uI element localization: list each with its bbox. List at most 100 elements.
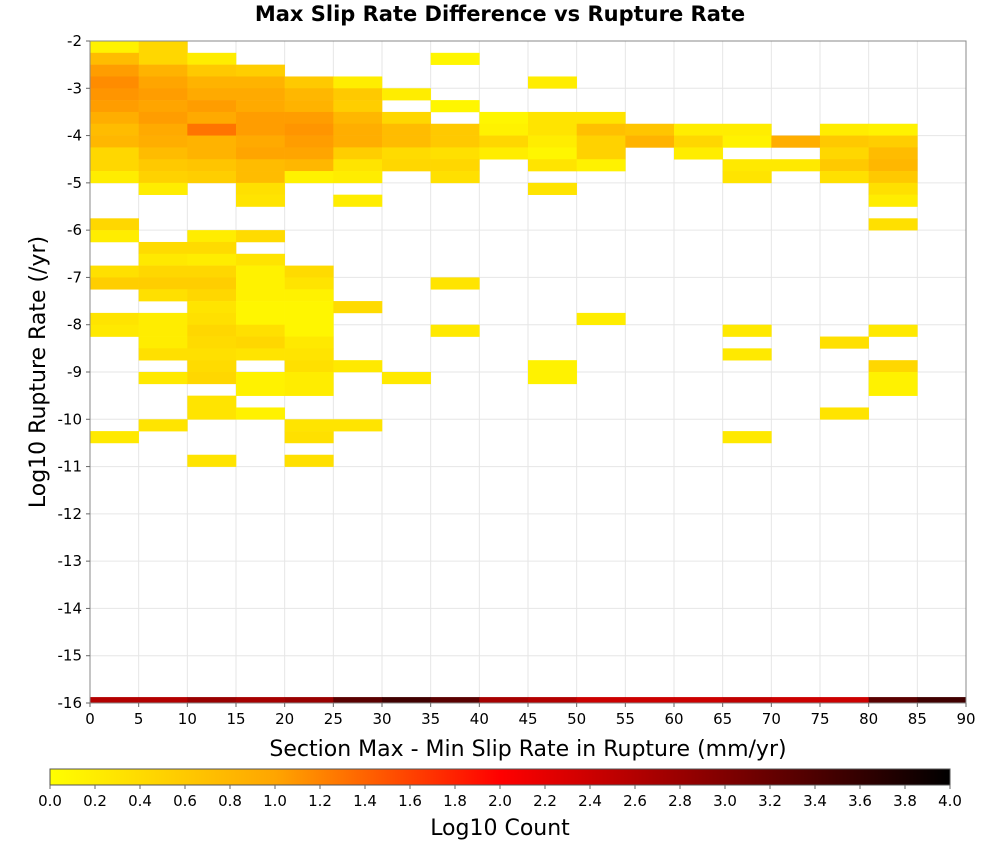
baseline-cell bbox=[528, 697, 577, 703]
y-tick-label: -8 bbox=[67, 316, 82, 334]
heatmap-cell bbox=[90, 230, 139, 243]
heatmap-cell bbox=[333, 301, 383, 314]
heatmap-cell bbox=[868, 372, 918, 385]
heatmap-cell bbox=[576, 159, 626, 172]
y-tick-label: -2 bbox=[67, 32, 82, 50]
y-tick-label: -5 bbox=[67, 174, 82, 192]
colorbar-tick-label: 1.4 bbox=[353, 792, 377, 810]
heatmap-cell bbox=[576, 135, 626, 148]
y-tick-label: -13 bbox=[58, 552, 83, 570]
heatmap-cell bbox=[284, 431, 334, 444]
colorbar-tick-label: 1.0 bbox=[263, 792, 287, 810]
heatmap-cell bbox=[479, 123, 529, 136]
x-tick-label: 70 bbox=[762, 710, 781, 728]
heatmap-cell bbox=[284, 123, 334, 136]
heatmap-cell bbox=[284, 265, 334, 278]
heatmap-cell bbox=[236, 265, 285, 278]
heatmap-cell bbox=[236, 159, 285, 172]
heatmap-cell bbox=[138, 419, 188, 432]
heatmap-cell bbox=[284, 324, 334, 337]
heatmap-cell bbox=[187, 64, 237, 77]
heatmap-cell bbox=[820, 159, 869, 172]
x-tick-label: 80 bbox=[859, 710, 878, 728]
heatmap-cell bbox=[868, 159, 918, 172]
heatmap-cell bbox=[722, 159, 772, 172]
heatmap-cell bbox=[284, 76, 334, 89]
heatmap-cell bbox=[333, 135, 383, 148]
colorbar-tick-label: 0.6 bbox=[173, 792, 197, 810]
heatmap-cell bbox=[284, 111, 334, 125]
colorbar-tick-label: 1.8 bbox=[443, 792, 467, 810]
heatmap-cell bbox=[333, 100, 383, 113]
heatmap-cell bbox=[333, 123, 383, 136]
heatmap-cell bbox=[138, 52, 188, 65]
baseline-cell bbox=[868, 697, 918, 703]
x-tick-label: 5 bbox=[134, 710, 144, 728]
x-axis-ticks: 0 5 10 15 20 25 30 35 40 45 50 55 60 65 70 75 80 85 90 bbox=[85, 703, 976, 728]
heatmap-cell bbox=[528, 135, 577, 148]
heatmap-cell bbox=[479, 111, 529, 125]
heatmap-cell bbox=[187, 454, 237, 467]
x-tick-label: 20 bbox=[275, 710, 294, 728]
y-tick-label: -7 bbox=[67, 268, 82, 286]
heatmap-cell bbox=[236, 171, 285, 184]
baseline-cell bbox=[820, 697, 869, 703]
baseline-cell bbox=[90, 697, 139, 703]
heatmap-cell bbox=[333, 147, 383, 160]
heatmap-cell bbox=[138, 100, 188, 113]
colorbar-tick-label: 2.4 bbox=[578, 792, 602, 810]
heatmap-cell bbox=[722, 431, 772, 444]
heatmap-cell bbox=[382, 372, 431, 385]
heatmap-cell bbox=[674, 123, 723, 136]
heatmap-cell bbox=[284, 171, 334, 184]
heatmap-cell bbox=[138, 159, 188, 172]
heatmap-cell bbox=[187, 277, 237, 290]
heatmap-cell bbox=[479, 147, 529, 160]
heatmap-cell bbox=[528, 182, 577, 195]
heatmap-cell bbox=[236, 336, 285, 349]
colorbar-tick-label: 2.2 bbox=[533, 792, 557, 810]
heatmap-cell bbox=[284, 383, 334, 396]
heatmap-cell bbox=[187, 241, 237, 255]
heatmap-cell bbox=[284, 372, 334, 385]
baseline-cell bbox=[479, 697, 529, 703]
colorbar-tick-label: 3.4 bbox=[803, 792, 827, 810]
x-tick-label: 30 bbox=[372, 710, 391, 728]
heatmap-cell bbox=[138, 265, 188, 278]
heatmap-cell bbox=[674, 147, 723, 160]
heatmap-cell bbox=[625, 123, 675, 136]
x-tick-label: 60 bbox=[664, 710, 683, 728]
heatmap-cell bbox=[284, 312, 334, 326]
heatmap-cell bbox=[138, 135, 188, 148]
baseline-cell bbox=[674, 697, 723, 703]
heatmap-cell bbox=[868, 135, 918, 148]
y-tick-label: -15 bbox=[58, 647, 83, 665]
heatmap-cell bbox=[187, 348, 237, 361]
heatmap-cell bbox=[236, 100, 285, 113]
heatmap-cell bbox=[187, 123, 237, 136]
heatmap-cell bbox=[576, 123, 626, 136]
heatmap-cell bbox=[90, 159, 139, 172]
colorbar-tick-label: 3.6 bbox=[848, 792, 872, 810]
heatmap-cell bbox=[430, 277, 480, 290]
heatmap-cell bbox=[187, 100, 237, 113]
colorbar-tick-label: 0.4 bbox=[128, 792, 152, 810]
heatmap-cell bbox=[90, 64, 139, 77]
heatmap-cell bbox=[868, 171, 918, 184]
heatmap-cell bbox=[382, 135, 431, 148]
heatmap-cell bbox=[820, 336, 869, 349]
heatmap-cell bbox=[187, 230, 237, 243]
baseline-cell bbox=[917, 697, 967, 703]
x-tick-label: 75 bbox=[810, 710, 829, 728]
colorbar-tick-label: 2.0 bbox=[488, 792, 512, 810]
heatmap-cell bbox=[333, 171, 383, 184]
heatmap-cell bbox=[479, 135, 529, 148]
heatmap-cell bbox=[236, 135, 285, 148]
heatmap-cell bbox=[820, 135, 869, 148]
heatmap-cell bbox=[528, 123, 577, 136]
heatmap-cell bbox=[187, 76, 237, 89]
heatmap-cell bbox=[90, 265, 139, 278]
colorbar-tick-label: 2.6 bbox=[623, 792, 647, 810]
heatmap-cell bbox=[187, 301, 237, 314]
